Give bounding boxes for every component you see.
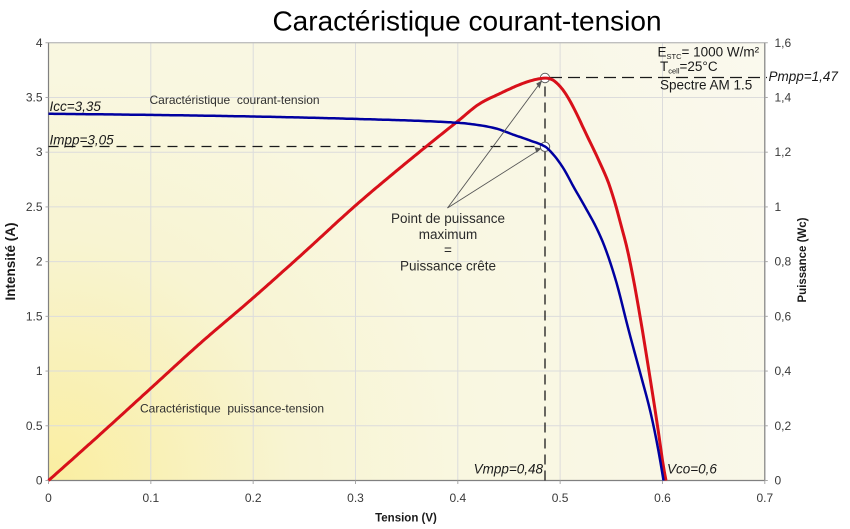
svg-text:0.6: 0.6 [654, 491, 671, 505]
svg-text:1: 1 [775, 200, 782, 214]
svg-text:1,6: 1,6 [775, 36, 792, 50]
svg-text:Vco=0,6: Vco=0,6 [667, 462, 717, 477]
svg-text:Puissance crête: Puissance crête [400, 259, 496, 274]
svg-text:0,2: 0,2 [775, 419, 792, 433]
svg-text:0,6: 0,6 [775, 309, 792, 323]
svg-text:2.5: 2.5 [26, 200, 43, 214]
svg-text:0: 0 [36, 474, 43, 488]
svg-text:Intensité (A): Intensité (A) [3, 222, 18, 300]
svg-text:Tension (V): Tension (V) [375, 513, 437, 525]
svg-text:0.4: 0.4 [449, 491, 466, 505]
svg-text:0: 0 [775, 474, 782, 488]
svg-text:0.1: 0.1 [142, 491, 159, 505]
svg-text:1,2: 1,2 [775, 145, 792, 159]
svg-text:Spectre AM 1.5: Spectre AM 1.5 [660, 78, 752, 93]
svg-text:Icc=3,35: Icc=3,35 [50, 99, 102, 114]
svg-text:maximum: maximum [419, 227, 478, 242]
svg-text:0,8: 0,8 [775, 255, 792, 269]
svg-text:Vmpp=0,48: Vmpp=0,48 [474, 462, 544, 477]
svg-text:4: 4 [36, 36, 43, 50]
svg-text:2: 2 [36, 255, 43, 269]
svg-text:Pmpp=1,47: Pmpp=1,47 [769, 69, 839, 84]
svg-text:Point de puissance: Point de puissance [391, 211, 505, 226]
svg-text:3.5: 3.5 [26, 91, 43, 105]
svg-text:0.7: 0.7 [756, 491, 773, 505]
svg-text:Caractéristique courant-tensio: Caractéristique courant-tension [272, 6, 661, 37]
svg-text:0: 0 [45, 491, 52, 505]
svg-text:=: = [444, 243, 452, 258]
svg-text:0.2: 0.2 [245, 491, 262, 505]
svg-text:0.3: 0.3 [347, 491, 364, 505]
svg-text:ESTC= 1000 W/m²: ESTC= 1000 W/m² [658, 45, 760, 62]
svg-text:1,4: 1,4 [775, 91, 792, 105]
svg-text:1: 1 [36, 364, 43, 378]
svg-text:1.5: 1.5 [26, 309, 43, 323]
svg-text:0.5: 0.5 [26, 419, 43, 433]
svg-text:Puissance (Wc): Puissance (Wc) [797, 217, 809, 302]
svg-text:Caractéristique puissance-ten: Caractéristique puissance-tension [140, 402, 324, 416]
svg-text:Caractéristique courant-tensi: Caractéristique courant-tension [150, 93, 320, 107]
svg-text:0,4: 0,4 [775, 364, 792, 378]
svg-text:Impp=3,05: Impp=3,05 [50, 133, 115, 148]
svg-text:0.5: 0.5 [552, 491, 569, 505]
svg-text:3: 3 [36, 145, 43, 159]
